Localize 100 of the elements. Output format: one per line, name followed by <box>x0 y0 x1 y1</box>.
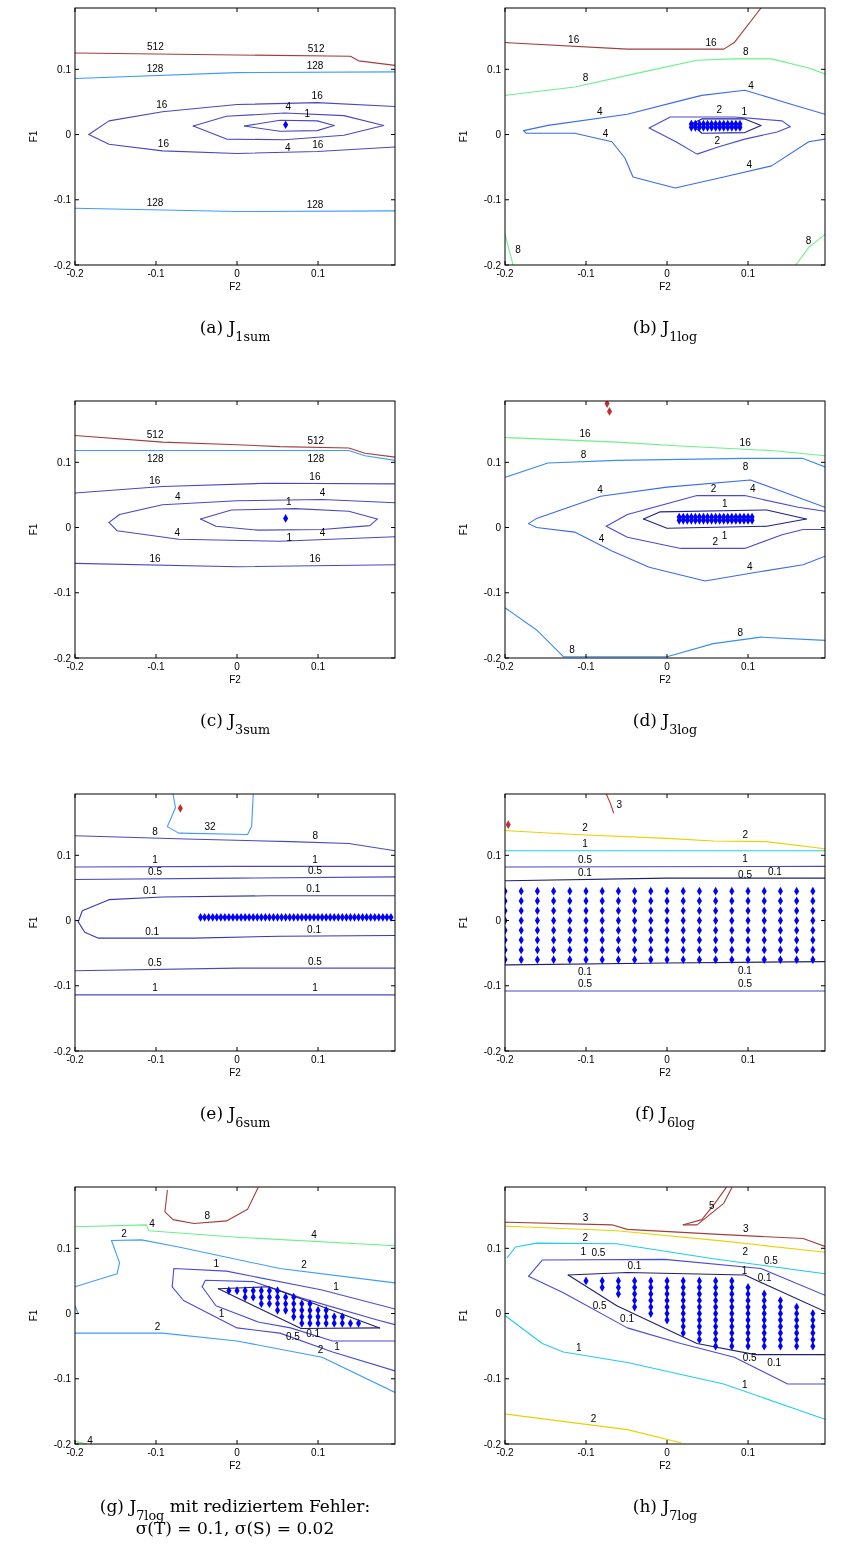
x-tick-label: 0.1 <box>741 1447 756 1458</box>
y-tick-label: -0.1 <box>483 1373 502 1385</box>
series-label: 4 <box>597 483 604 495</box>
y-tick-label: 0.1 <box>487 63 502 75</box>
text: 128 <box>306 198 324 210</box>
text: 16 <box>311 90 323 102</box>
text: 3 <box>582 1211 589 1223</box>
y-tick-label: -0.1 <box>483 587 502 599</box>
y-tick-label: 0 <box>65 1308 72 1320</box>
x-tick-label: 0.1 <box>311 1447 326 1458</box>
y-tick-label: -0.1 <box>53 1373 72 1385</box>
series-label: 0.5 <box>148 956 163 968</box>
x-tick-label: -0.1 <box>577 1447 596 1458</box>
series-label: 16 <box>157 138 170 150</box>
text: (f) J$_{6log}$ <box>635 1103 695 1130</box>
series-label: 0.5 <box>742 1352 758 1364</box>
series-label: 2 <box>742 1245 749 1257</box>
series-label: 8 <box>805 235 812 247</box>
text: 0.5 <box>763 1255 778 1267</box>
series-label: 4 <box>285 142 292 154</box>
text: 4 <box>311 1228 317 1240</box>
y-tick-label: 0 <box>65 129 72 141</box>
text: 1 <box>334 1340 340 1352</box>
series-label: 0.1 <box>578 966 593 978</box>
series-label: 0.5 <box>578 978 593 990</box>
series-label: 1 <box>286 532 293 544</box>
series-label: 2 <box>712 535 719 547</box>
text: (d) J$_{3log}$ <box>632 710 698 737</box>
series-label: 2 <box>710 483 717 495</box>
text: 2 <box>121 1227 127 1239</box>
series-label: 8 <box>515 244 522 256</box>
x-axis-title: F2 <box>229 1460 242 1471</box>
series-label: 1 <box>721 498 728 510</box>
x-tick-label: -0.1 <box>577 1054 596 1065</box>
y-axis-title: F1 <box>28 916 39 929</box>
y-tick-label: -0.1 <box>483 980 502 992</box>
series-label: 512 <box>147 41 165 53</box>
text: 16 <box>309 553 321 565</box>
y-tick-label: 0 <box>495 1308 502 1320</box>
text: 128 <box>306 59 324 71</box>
x-axis-title: F2 <box>229 674 242 685</box>
text: 512 <box>307 434 325 446</box>
series-label: 16 <box>568 33 580 45</box>
text: 16 <box>312 138 324 150</box>
series-label: 16 <box>149 552 161 564</box>
series-label: 16 <box>149 474 161 486</box>
series-label: 4 <box>285 100 292 112</box>
text: 4 <box>319 487 326 499</box>
x-tick-label: 0 <box>234 1447 241 1458</box>
text: 16 <box>309 470 321 482</box>
text: 4 <box>750 483 756 495</box>
series-label: 1 <box>721 529 728 541</box>
text: 1 <box>580 1245 587 1257</box>
text: (c) J$_{3sum}$ <box>200 710 270 737</box>
x-tick-label: 0.1 <box>311 268 326 279</box>
x-tick-label: -0.1 <box>147 1054 166 1065</box>
x-axis-title: F2 <box>659 1460 672 1471</box>
text: 1 <box>312 853 318 865</box>
text: 4 <box>319 527 326 539</box>
series-label: 1 <box>741 1378 748 1390</box>
series-label: 4 <box>598 533 605 545</box>
y-tick-label: 0.1 <box>487 849 502 861</box>
series-label: 4 <box>748 79 755 91</box>
series-label: 4 <box>149 1218 156 1230</box>
series-label: 0.1 <box>142 885 158 897</box>
x-tick-label: 0 <box>664 268 671 279</box>
y-tick-label: -0.2 <box>53 1438 72 1450</box>
text: (b) J$_{1log}$ <box>632 317 698 344</box>
x-axis-title: F2 <box>659 281 672 292</box>
text: 0.5 <box>738 978 752 990</box>
series-label: 1 <box>152 854 159 866</box>
y-tick-label: 0 <box>65 915 72 927</box>
y-tick-label: 0.1 <box>487 1242 502 1254</box>
y-tick-label: 0.1 <box>57 456 72 468</box>
text: 0.5 <box>308 955 322 967</box>
x-tick-label: 0.1 <box>741 268 756 279</box>
series-label: 2 <box>317 1344 324 1356</box>
text: 2 <box>154 1320 161 1332</box>
text: 0.1 <box>306 883 321 895</box>
text: 2 <box>582 1231 589 1243</box>
y-tick-label: -0.2 <box>483 652 502 664</box>
series-label: 0.1 <box>620 1313 635 1325</box>
series-label: 5 <box>709 1200 716 1212</box>
y-tick-label: 0 <box>495 129 502 141</box>
x-tick-label: -0.1 <box>147 268 166 279</box>
series-label: 2 <box>716 104 723 116</box>
text: 0.1 <box>767 1357 782 1369</box>
x-axis-title: F2 <box>229 1067 242 1078</box>
y-tick-label: 0.1 <box>487 456 502 468</box>
series-label: 0.1 <box>307 923 322 935</box>
y-axis-title: F1 <box>458 523 469 536</box>
series-label: 128 <box>146 197 164 209</box>
series-label: 4 <box>746 158 753 170</box>
series-label: 1 <box>741 1265 748 1277</box>
text: 4 <box>746 560 753 572</box>
y-tick-label: -0.2 <box>53 652 72 664</box>
series-label: 4 <box>174 526 181 538</box>
text: 0.5 <box>738 869 752 881</box>
y-tick-label: 0 <box>495 522 502 534</box>
series-label: 16 <box>156 99 168 111</box>
